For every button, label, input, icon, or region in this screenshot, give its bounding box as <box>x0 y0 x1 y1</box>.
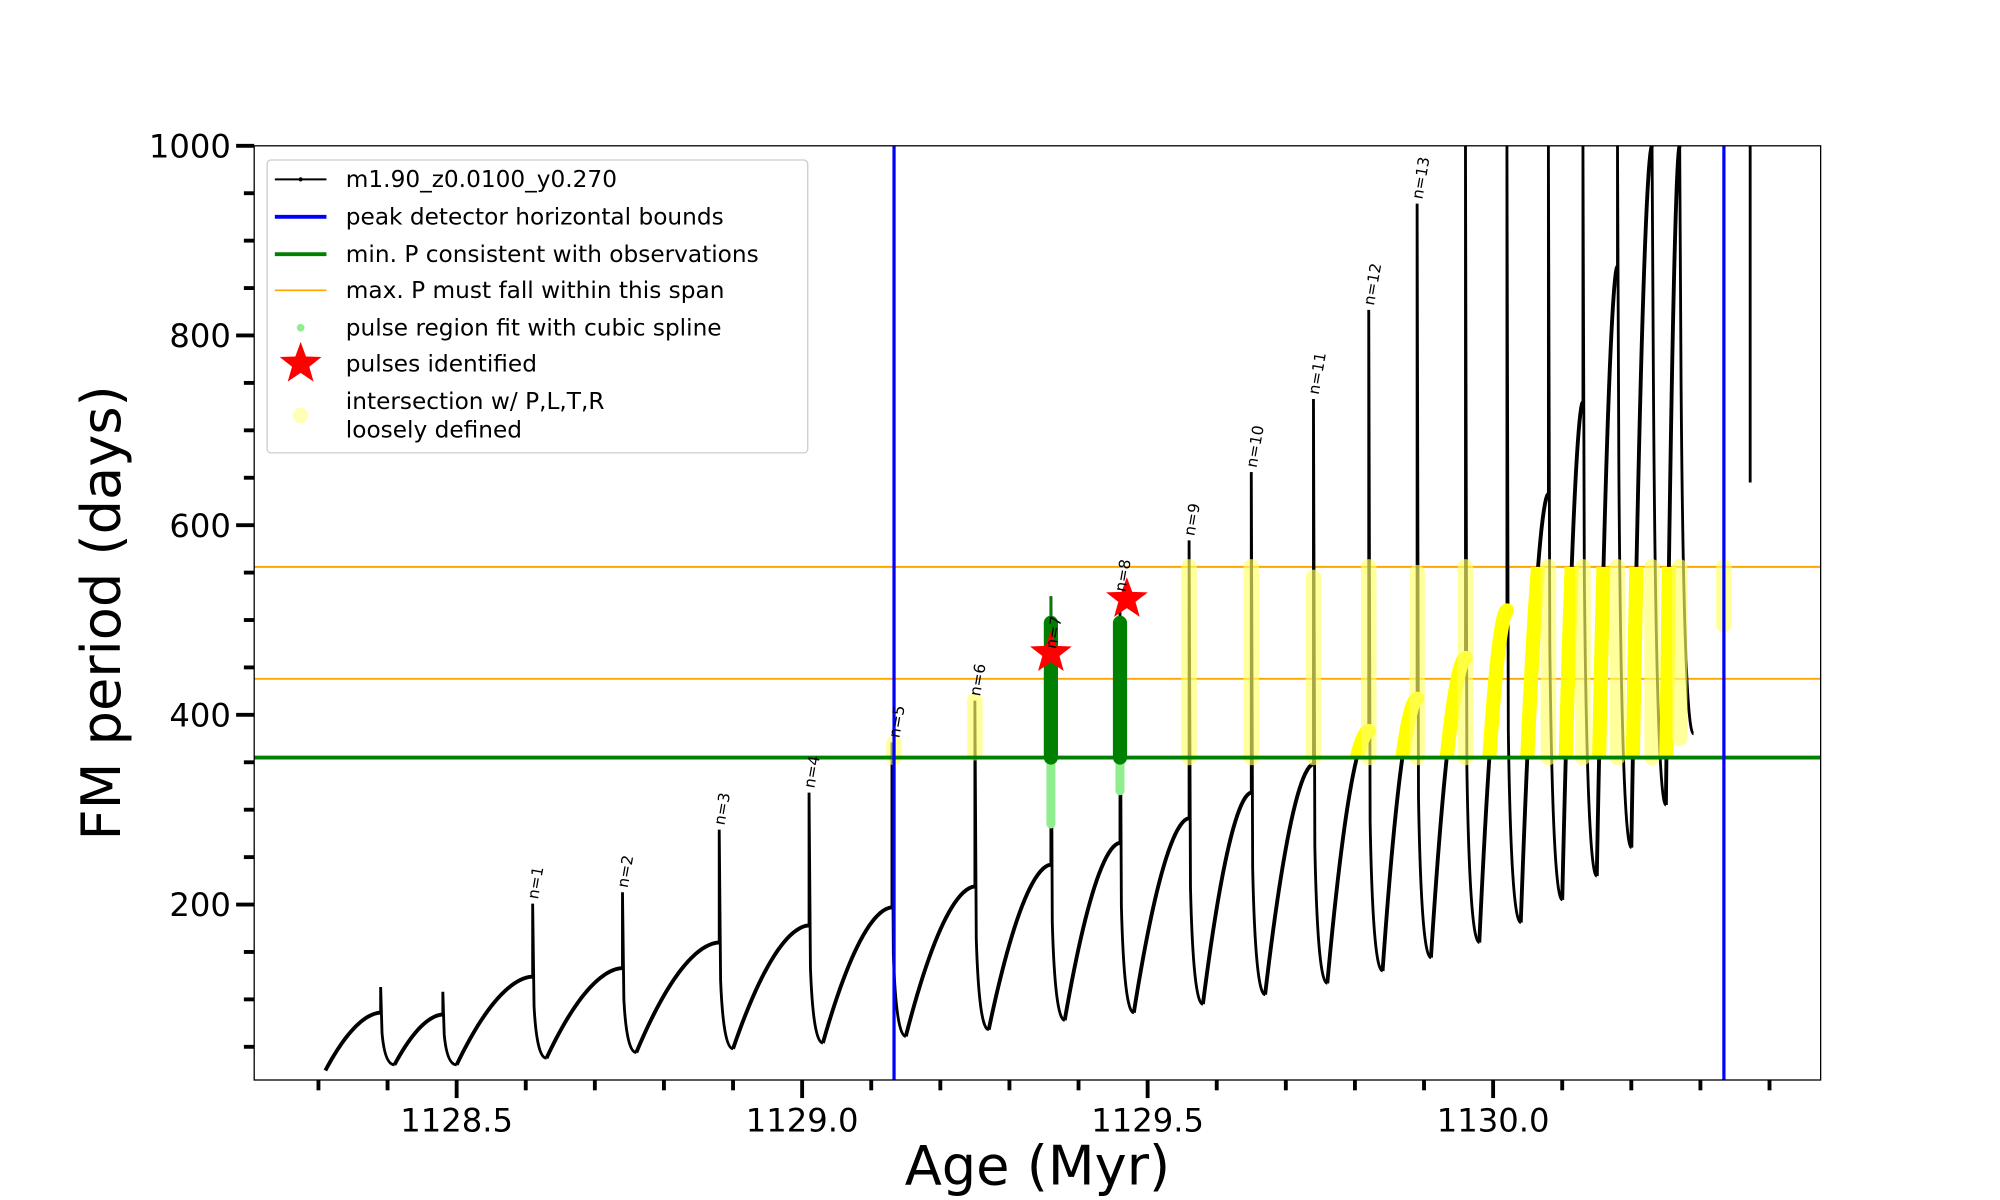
pulse-number-label: n=1 <box>524 865 547 900</box>
curve-pulse-spike <box>1249 472 1266 997</box>
legend-star-icon <box>279 341 322 382</box>
legend-label: pulse region fit with cubic spline <box>346 314 722 341</box>
x-tick-label: 1130.0 <box>1437 1102 1550 1140</box>
curve-pulse-spike <box>1049 596 1066 1022</box>
intersection-arc <box>1520 566 1546 758</box>
y-tick-label: 1000 <box>149 127 231 165</box>
legend-label: loosely defined <box>346 416 522 443</box>
curve-rise-segment <box>903 884 976 1037</box>
legend-dot-icon <box>298 177 303 182</box>
legend-entry: max. P must fall within this span <box>274 277 725 304</box>
legend-entry: pulse region fit with cubic spline <box>296 314 722 341</box>
pulse-identified-star <box>1030 631 1072 671</box>
y-axis-label: FM period (days) <box>70 385 133 840</box>
legend-label: m1.90_z0.0100_y0.270 <box>346 166 617 193</box>
curve-rise-segment <box>731 923 810 1050</box>
y-tick-label: 800 <box>169 317 231 355</box>
curve-rise-segment <box>323 1010 381 1072</box>
legend-entry: peak detector horizontal bounds <box>274 204 724 231</box>
legend-dot-icon <box>296 323 305 332</box>
intersection-arc <box>1349 723 1376 758</box>
curve-rise-segment <box>392 1012 443 1066</box>
curve-rise-segment <box>454 974 533 1066</box>
curve-rise-segment <box>1062 841 1121 1021</box>
pulse-number-label: n=13 <box>1408 156 1433 201</box>
plot-frame <box>253 145 1822 1081</box>
curve-pulse-spike <box>1464 145 1481 944</box>
curve-pulse-spike <box>379 987 395 1067</box>
pulse-number-label: n=4 <box>800 754 823 789</box>
curve-rise-segment <box>1325 729 1370 984</box>
curve-pulse-spike <box>717 829 734 1051</box>
curve-pulse-spike <box>1581 145 1599 878</box>
pulse-number-label: n=3 <box>711 791 734 826</box>
x-tick-label: 1128.5 <box>400 1102 513 1140</box>
x-tick-label: 1129.5 <box>1091 1102 1204 1140</box>
legend-entry: pulses identified <box>279 341 537 382</box>
curve-rise-segment <box>1263 762 1315 995</box>
curve-pulse-spike <box>1505 145 1522 924</box>
legend-entry: m1.90_z0.0100_y0.270 <box>274 166 617 193</box>
curve-pulse-spike <box>973 700 990 1032</box>
pulse-number-label: n=5 <box>885 704 908 739</box>
legend-entry: min. P consistent with observations <box>274 241 759 268</box>
pulse-identified-star <box>1106 577 1148 617</box>
curve-pulse-spike <box>531 903 547 1060</box>
legend-circle-icon <box>292 407 309 424</box>
curve-rise-segment <box>634 940 720 1054</box>
intersection-arc <box>1482 603 1515 758</box>
legend-box <box>266 159 809 454</box>
pulse-number-label: n=11 <box>1305 351 1330 396</box>
curve-pulse-spike <box>441 991 457 1067</box>
x-tick-label: 1129.0 <box>746 1102 859 1140</box>
pulse-number-label: n=12 <box>1360 262 1385 307</box>
curve-pulse-spike <box>807 792 824 1045</box>
pulse-number-label: n=7 <box>1042 615 1065 650</box>
curve-pulse-spike <box>1118 610 1135 1015</box>
y-tick-label: 400 <box>169 696 231 734</box>
pulse-number-label: n=10 <box>1243 424 1268 469</box>
axes: 1128.5 1129.0 1129.5 1130.0 200 400 600 800 1000 <box>149 127 1772 1140</box>
curve-rise-segment <box>1560 400 1585 900</box>
curve-pulse-spike <box>621 892 637 1054</box>
intersection-arc <box>1592 566 1611 758</box>
intersection-arc <box>1625 566 1644 758</box>
legend-label: min. P consistent with observations <box>346 241 759 268</box>
intersection-arc <box>1659 566 1677 758</box>
curve-rise-segment <box>1200 790 1252 1005</box>
x-axis-label: Age (Myr) <box>905 1135 1170 1198</box>
curve-pulse-spike <box>1312 399 1329 985</box>
legend-label: max. P must fall within this span <box>346 277 725 304</box>
legend-label: peak detector horizontal bounds <box>346 204 724 231</box>
curve-pulse-spike <box>1187 540 1204 1006</box>
y-tick-label: 200 <box>169 886 231 924</box>
curve-rise-segment <box>986 862 1052 1031</box>
legend-label: intersection w/ P,L,T,R <box>346 388 605 415</box>
curve-pulse-spike <box>1367 309 1384 973</box>
pulse-number-label: n=2 <box>614 854 637 889</box>
curve-pulse-spike <box>1415 203 1432 960</box>
y-tick-label: 600 <box>169 507 231 545</box>
pulse-number-label: n=8 <box>1111 558 1134 593</box>
curve-pulse-spike <box>1546 145 1564 902</box>
pulse-number-label: n=9 <box>1180 502 1203 537</box>
plot-area: n=1 n=2 n=3 n=4 n=5 n=6 n=7 n=8 n=9 n=10 n=11 n=12 n… <box>254 145 1821 1080</box>
curve-rise-segment <box>821 905 893 1044</box>
pulse-number-label: n=6 <box>966 662 989 697</box>
curve-rise-segment <box>1131 816 1190 1013</box>
curve-rise-segment <box>544 966 623 1060</box>
legend-label: pulses identified <box>346 351 537 378</box>
